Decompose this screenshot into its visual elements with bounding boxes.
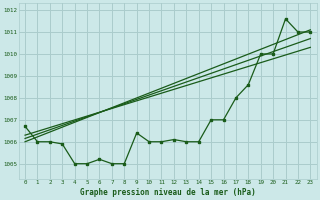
X-axis label: Graphe pression niveau de la mer (hPa): Graphe pression niveau de la mer (hPa): [80, 188, 256, 197]
